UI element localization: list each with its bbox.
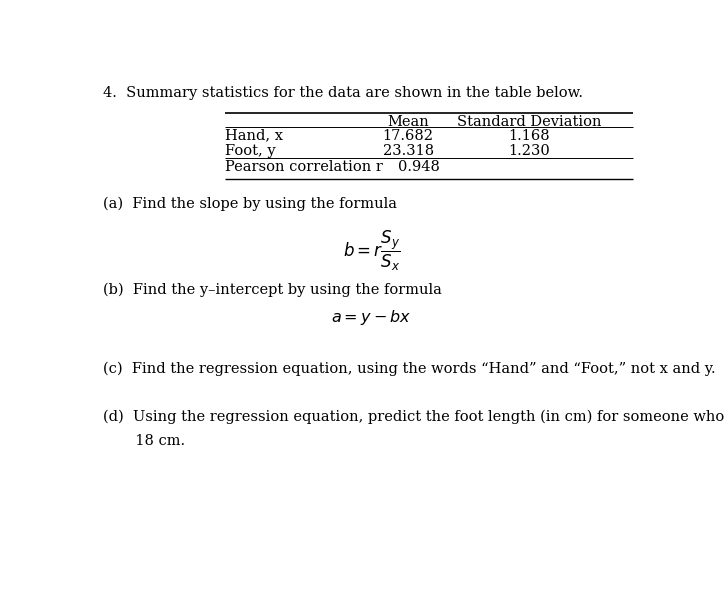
Text: (c)  Find the regression equation, using the words “Hand” and “Foot,” not x and : (c) Find the regression equation, using … [103,361,716,376]
Text: 1.230: 1.230 [508,144,550,158]
Text: Hand, x: Hand, x [225,129,283,142]
Text: 0.948: 0.948 [398,160,440,174]
Text: 18 cm.: 18 cm. [103,434,185,448]
Text: Foot, y: Foot, y [225,144,276,158]
Text: Mean: Mean [387,115,429,129]
Text: Pearson correlation r: Pearson correlation r [225,160,384,174]
Text: $a=y-bx$: $a=y-bx$ [331,308,412,327]
Text: (d)  Using the regression equation, predict the foot length (in cm) for someone : (d) Using the regression equation, predi… [103,410,725,424]
Text: Standard Deviation: Standard Deviation [457,115,601,129]
Text: $b=r\dfrac{S_y}{S_x}$: $b=r\dfrac{S_y}{S_x}$ [343,230,400,273]
Text: (b)  Find the y–intercept by using the formula: (b) Find the y–intercept by using the fo… [103,282,442,297]
Text: 23.318: 23.318 [383,144,434,158]
Text: 1.168: 1.168 [508,129,550,142]
Text: 17.682: 17.682 [383,129,434,142]
Text: (a)  Find the slope by using the formula: (a) Find the slope by using the formula [103,197,397,212]
Text: 4.  Summary statistics for the data are shown in the table below.: 4. Summary statistics for the data are s… [103,86,583,100]
